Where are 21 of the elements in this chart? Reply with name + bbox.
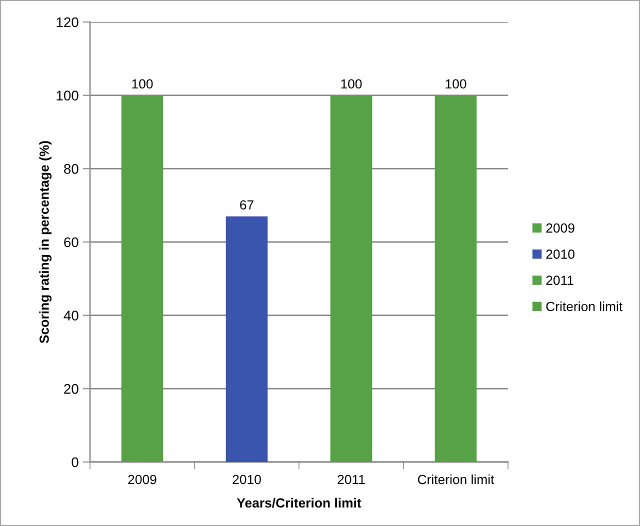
data-label: 100 bbox=[132, 79, 153, 89]
y-tick-label: 120 bbox=[56, 17, 78, 28]
data-label: 67 bbox=[240, 200, 254, 210]
x-tick-label: 2009 bbox=[128, 474, 156, 484]
y-tick-label: 80 bbox=[64, 164, 78, 174]
legend-label: 2011 bbox=[546, 276, 574, 286]
y-tick-label: 40 bbox=[64, 310, 78, 321]
x-axis-title: Years/Criterion limit bbox=[236, 498, 362, 508]
data-label: 100 bbox=[446, 79, 466, 89]
y-axis-title: Scoring rating in percentage (%) bbox=[39, 141, 52, 344]
x-tick-label: Criterion limit bbox=[418, 474, 494, 484]
x-tick-label: 2011 bbox=[338, 474, 365, 484]
legend-label: 2010 bbox=[546, 250, 574, 259]
data-label: 100 bbox=[341, 79, 362, 89]
x-tick-label: 2010 bbox=[232, 474, 261, 484]
y-tick-label: 0 bbox=[72, 457, 78, 468]
legend-label: 2009 bbox=[546, 223, 574, 233]
y-tick-label: 100 bbox=[56, 90, 78, 101]
legend-label: Criterion limit bbox=[546, 301, 622, 312]
y-tick-label: 60 bbox=[64, 237, 78, 248]
y-tick-label: 20 bbox=[64, 384, 78, 394]
